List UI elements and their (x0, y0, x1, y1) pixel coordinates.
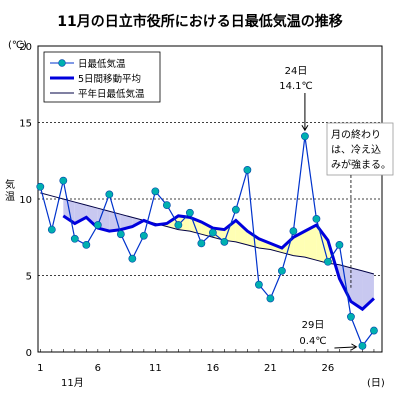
daily-min-point (358, 341, 367, 350)
daily-min-point (254, 280, 263, 289)
y-tick-label: 20 (19, 42, 32, 53)
daily-min-point (162, 201, 171, 210)
above-normal-fill (304, 225, 317, 261)
above-normal-fill (316, 225, 328, 264)
daily-min-point (208, 228, 217, 237)
daily-min-point (105, 190, 114, 199)
daily-min-point (70, 234, 79, 243)
below-normal-fill (86, 205, 98, 229)
legend-label: 5日間移動平均 (78, 73, 141, 85)
daily-min-point (278, 267, 286, 275)
y-tick-label: 5 (26, 272, 32, 283)
x-tick-label: 26 (322, 363, 335, 374)
x-axis-unit-label: (日) (367, 378, 385, 389)
peak-value-label: 14.1℃ (279, 81, 313, 92)
daily-min-point (266, 294, 275, 303)
y-tick-label: 15 (19, 119, 32, 130)
daily-min-point (243, 166, 252, 174)
daily-min-point (82, 240, 91, 249)
legend-swatch-marker (58, 59, 66, 67)
daily-min-point (47, 225, 56, 234)
legend-label: 平年日最低気温 (78, 88, 145, 100)
above-normal-fill (235, 220, 248, 245)
daily-min-point (370, 326, 378, 335)
y-unit-label: (℃) (8, 40, 27, 51)
x-tick-label: 11 (149, 363, 162, 374)
x-tick-label: 1 (37, 363, 43, 374)
above-normal-fill (293, 231, 305, 258)
y-axis-label: 気温 (5, 178, 15, 203)
daily-min-point (335, 240, 344, 249)
note-line-1: 月の終わり (331, 128, 381, 141)
daily-min-point (174, 221, 183, 229)
above-normal-fill (247, 231, 259, 248)
daily-min-point (289, 227, 298, 236)
daily-min-point (231, 205, 240, 214)
note-box (326, 122, 394, 176)
low-arrow-icon (334, 343, 358, 351)
x-tick-label: 6 (95, 363, 101, 374)
low-annotation: 29日 0.4℃ (299, 320, 358, 351)
series-line-normal (40, 192, 375, 275)
peak-annotation: 24日 14.1℃ (279, 66, 313, 132)
daily-min-point (301, 132, 309, 141)
daily-min-point (151, 187, 160, 196)
note-annotation: 月の終わり は、冷え込 みが強まる。 (326, 122, 394, 288)
daily-min-point (128, 254, 137, 263)
peak-day-label: 24日 (285, 66, 308, 77)
month-label: 11月 (61, 377, 84, 389)
series-line-moving-average (62, 214, 375, 312)
peak-arrow-icon (301, 93, 309, 132)
daily-min-point (139, 231, 148, 240)
daily-min-point (197, 239, 206, 248)
daily-min-point (116, 230, 125, 239)
daily-min-point (93, 221, 102, 229)
daily-min-point (59, 176, 68, 185)
daily-min-point (220, 237, 229, 246)
daily-min-point (312, 214, 321, 223)
above-normal-fill (224, 220, 236, 242)
low-day-label: 29日 (302, 320, 325, 331)
y-tick-label: 10 (19, 195, 32, 206)
legend-label: 日最低気温 (78, 58, 126, 70)
below-normal-fill (350, 267, 363, 310)
daily-min-point (36, 182, 45, 191)
y-tick-label: 0 (26, 348, 32, 359)
chart-title: 11月の日立市役所における日最低気温の推移 (57, 13, 342, 30)
daily-min-point (347, 312, 355, 321)
x-tick-label: 21 (264, 363, 277, 374)
daily-min-point (324, 257, 332, 266)
daily-min-point (185, 208, 194, 217)
low-value-label: 0.4℃ (299, 336, 326, 347)
note-line-2: は、冷え込 (331, 143, 381, 156)
note-line-3: みが強まる。 (331, 158, 391, 171)
x-tick-label: 16 (207, 363, 220, 374)
